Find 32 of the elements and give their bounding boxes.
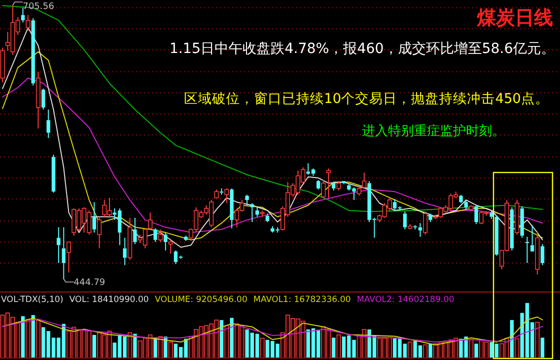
bar — [540, 338, 544, 358]
bar — [220, 320, 224, 358]
bar — [260, 338, 265, 358]
bar — [133, 334, 137, 358]
text: MAVOL2: 14602189.00 — [356, 295, 454, 305]
annotation: VOL-TDX(5,10) — [1, 295, 64, 305]
bar — [224, 325, 229, 358]
bar — [468, 339, 474, 358]
bar — [92, 334, 96, 358]
bar — [408, 342, 412, 358]
text: MAVOL1: 16782336.00 — [253, 295, 351, 305]
bar — [168, 342, 173, 358]
annotation: 区域破位，窗口已持续10个交易日，抛盘持续冲击450点。 — [184, 91, 549, 107]
price-note: 705.56 — [12, 2, 54, 12]
annotation: VOLUME: 9205496.00 — [154, 295, 248, 305]
chart-title: 煤炭日线 — [476, 7, 553, 29]
annotation: 705.56 — [22, 2, 54, 12]
low-note: 444.79 — [63, 278, 106, 288]
bar — [332, 338, 336, 358]
annotation: 1.15日中午收盘跌4.78%，报460，成交环比增至58.6亿元。 — [169, 41, 555, 57]
bar — [21, 316, 25, 358]
bar — [474, 344, 478, 358]
bar — [336, 334, 341, 358]
annotation: 444.79 — [74, 278, 106, 288]
annotation: 进入特别重症监护时刻。 — [362, 124, 505, 139]
bar — [31, 315, 35, 358]
annotation: VOL: 18410990.00 — [69, 295, 149, 305]
bar — [535, 322, 540, 358]
bar — [36, 320, 40, 358]
bar — [423, 344, 428, 358]
bar — [494, 344, 498, 358]
bar — [164, 336, 168, 358]
